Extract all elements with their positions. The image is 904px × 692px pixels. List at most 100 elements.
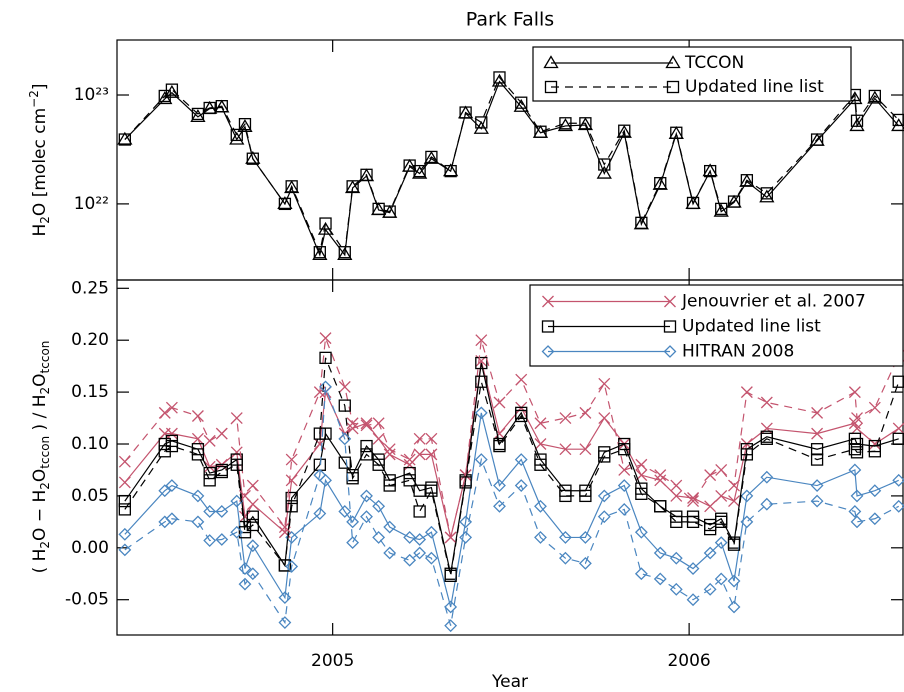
data-point xyxy=(654,500,667,513)
data-point xyxy=(215,465,228,479)
data-point xyxy=(760,396,773,409)
data-point xyxy=(618,463,631,476)
data-point xyxy=(277,196,293,210)
data-point xyxy=(493,499,506,513)
data-point xyxy=(238,526,252,539)
data-point xyxy=(372,458,385,471)
data-point xyxy=(444,569,457,582)
data-point xyxy=(190,109,206,123)
data-point xyxy=(443,163,459,177)
data-point xyxy=(475,334,488,347)
series-line xyxy=(124,357,900,576)
data-point xyxy=(868,89,881,103)
data-point xyxy=(425,484,438,497)
data-point xyxy=(654,469,667,482)
data-point xyxy=(372,417,385,430)
data-point xyxy=(239,510,251,523)
data-point xyxy=(372,432,385,445)
data-point xyxy=(372,499,386,513)
data-point xyxy=(425,448,438,461)
data-point xyxy=(578,531,592,544)
data-point xyxy=(423,150,440,164)
legend-marker xyxy=(666,80,680,94)
data-point xyxy=(403,453,416,466)
y-tick-label: 10²³ xyxy=(74,85,109,105)
data-point xyxy=(285,560,299,573)
legend-marker xyxy=(663,320,677,333)
data-point xyxy=(338,456,351,469)
data-point xyxy=(653,546,667,560)
y-axis-label-part: O xyxy=(30,469,50,482)
data-point xyxy=(413,533,427,546)
data-point xyxy=(598,450,611,463)
data-point xyxy=(346,180,359,193)
data-point xyxy=(851,412,863,425)
y-axis-label-part: ] xyxy=(30,84,50,91)
data-point xyxy=(559,443,572,456)
data-point xyxy=(635,487,648,500)
data-point xyxy=(459,476,472,489)
y-axis-label-part: ) / H xyxy=(30,394,50,435)
data-point xyxy=(515,373,528,386)
data-point xyxy=(848,386,861,399)
data-point xyxy=(686,515,700,529)
data-point xyxy=(850,515,864,529)
data-point xyxy=(892,499,904,513)
data-point xyxy=(515,409,528,423)
data-point xyxy=(444,531,457,544)
data-point xyxy=(760,470,774,484)
legend-label: HITRAN 2008 xyxy=(682,342,794,362)
legend-label: Updated line list xyxy=(682,317,821,337)
data-point xyxy=(360,510,373,524)
data-point xyxy=(740,448,754,461)
legend-marker xyxy=(544,80,558,94)
data-point xyxy=(760,422,773,435)
data-point xyxy=(892,432,904,445)
data-point xyxy=(559,489,572,503)
data-point xyxy=(165,427,178,440)
data-point xyxy=(118,133,131,146)
data-point xyxy=(475,116,488,129)
y-tick-label: 0.25 xyxy=(71,278,109,298)
plot-frame xyxy=(116,279,904,636)
data-point xyxy=(811,427,824,440)
data-point xyxy=(810,494,824,508)
y-axis-label-part: O [molec cm xyxy=(30,108,50,216)
data-point xyxy=(118,476,131,489)
data-point xyxy=(686,593,700,607)
data-point xyxy=(158,406,171,419)
series-line xyxy=(124,386,899,626)
data-point xyxy=(278,559,292,572)
y-axis-label-part: 2 xyxy=(38,482,52,490)
data-point xyxy=(727,574,741,588)
data-point xyxy=(424,551,438,565)
data-point xyxy=(597,489,611,503)
legend-marker xyxy=(541,320,555,333)
data-point xyxy=(313,507,327,520)
y-tick-label: 0.10 xyxy=(71,434,109,454)
data-point xyxy=(191,107,205,121)
data-point xyxy=(117,131,133,145)
data-point xyxy=(360,168,373,181)
data-point xyxy=(313,427,326,440)
y-tick-label: -0.05 xyxy=(65,590,109,610)
data-point xyxy=(338,380,351,393)
data-point xyxy=(459,106,472,119)
data-point xyxy=(868,484,882,498)
data-point xyxy=(313,468,327,482)
data-point xyxy=(215,100,228,113)
data-point xyxy=(346,515,360,529)
data-point xyxy=(203,505,217,518)
data-point xyxy=(203,460,216,473)
data-point xyxy=(344,180,361,194)
y-axis-label: ( H2O − H2Otccon ) / H2Otccon xyxy=(30,341,52,574)
data-point xyxy=(598,377,611,390)
data-point xyxy=(157,91,173,105)
data-point xyxy=(285,491,298,505)
data-point xyxy=(246,518,259,532)
y-axis-label-part: 2 xyxy=(38,387,52,395)
data-point xyxy=(654,177,667,190)
data-point xyxy=(403,531,417,544)
data-point xyxy=(319,380,332,394)
data-point xyxy=(579,489,592,503)
